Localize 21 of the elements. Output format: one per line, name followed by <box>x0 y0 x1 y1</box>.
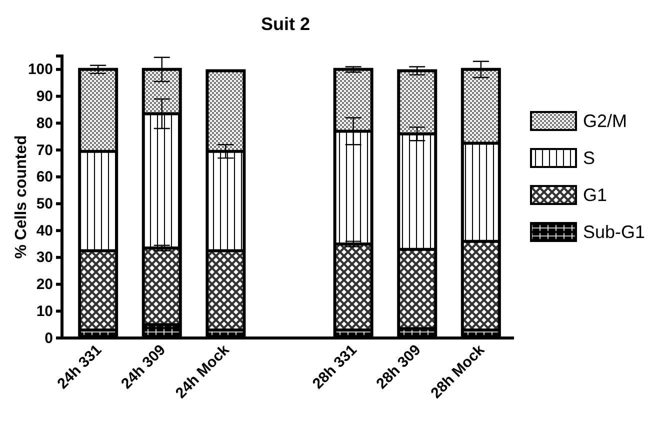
y-tick-label: 60 <box>36 168 53 186</box>
x-tick-label: 28h 331 <box>309 342 360 392</box>
x-tick-label: 24h 331 <box>54 342 106 392</box>
chart-title: Suit 2 <box>260 14 310 34</box>
y-tick-label: 70 <box>36 142 53 159</box>
y-tick-label: 80 <box>36 114 53 132</box>
legend-label: G1 <box>583 185 608 205</box>
y-tick-label: 50 <box>36 196 53 213</box>
x-tick-label: 24h 309 <box>118 342 169 392</box>
x-tick-label: 28h 309 <box>373 342 424 392</box>
y-axis-title: % Cells counted <box>13 135 30 259</box>
y-tick-label: 20 <box>36 276 53 294</box>
legend-label: G2/M <box>583 111 628 131</box>
legend-label: Sub-G1 <box>583 222 646 242</box>
y-tick-label: 30 <box>36 249 53 266</box>
legend-label: S <box>583 148 596 168</box>
y-tick-label: 10 <box>36 302 53 320</box>
y-tick-label: 0 <box>44 330 53 347</box>
y-tick-label: 90 <box>36 88 53 106</box>
y-tick-label: 40 <box>36 222 53 240</box>
y-tick-label: 100 <box>28 61 53 78</box>
